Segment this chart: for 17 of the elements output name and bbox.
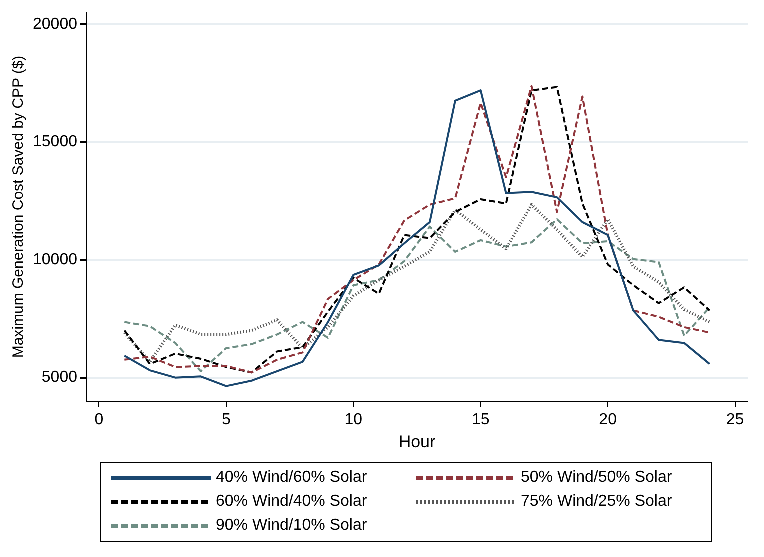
legend-label: 60% Wind/40% Solar	[216, 493, 368, 511]
y-tick-label: 5000	[42, 369, 78, 386]
x-tick-label: 10	[344, 411, 363, 428]
legend-label: 40% Wind/60% Solar	[216, 469, 368, 487]
x-tick-label: 5	[222, 411, 231, 428]
legend-label: 75% Wind/25% Solar	[521, 493, 672, 511]
y-tick-label: 20000	[32, 16, 78, 33]
x-axis-title: Hour	[398, 432, 436, 452]
y-tick-label: 15000	[32, 134, 78, 151]
x-tick-label: 15	[472, 411, 490, 428]
x-tick-label: 20	[599, 411, 618, 428]
x-tick-label: 25	[726, 411, 744, 428]
y-axis-title: Maximum Generation Cost Saved by CPP ($)	[10, 56, 28, 358]
legend-label: 90% Wind/10% Solar	[216, 517, 368, 535]
legend-label: 50% Wind/50% Solar	[521, 469, 672, 487]
x-tick-label: 0	[94, 411, 104, 428]
y-tick-label: 10000	[32, 251, 78, 268]
